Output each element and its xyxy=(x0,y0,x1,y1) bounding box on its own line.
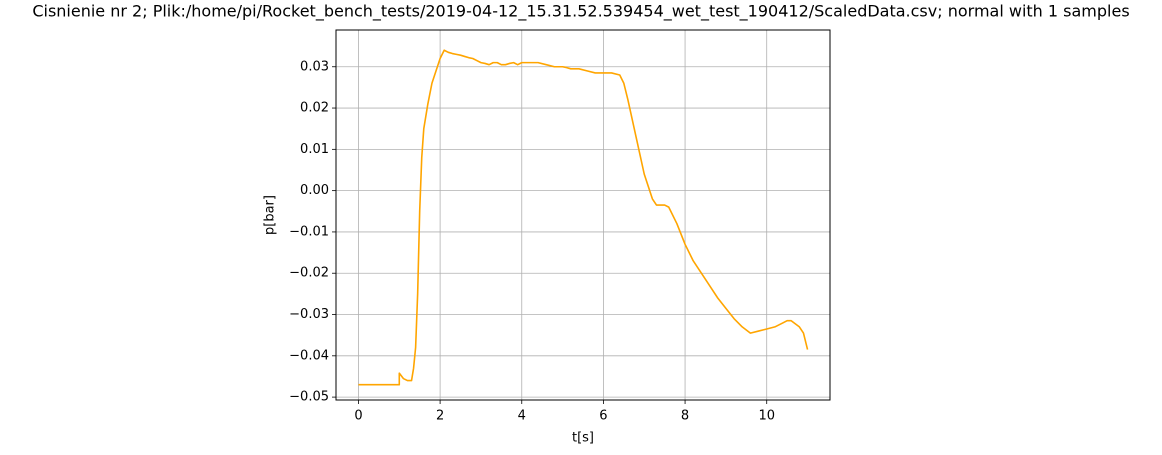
axes-frame xyxy=(335,29,831,401)
x-tick-label: 2 xyxy=(436,409,444,424)
chart-title: Cisnienie nr 2; Plik:/home/pi/Rocket_ben… xyxy=(32,2,1129,22)
x-tick-label: 6 xyxy=(599,409,607,424)
y-tick-label: −0.02 xyxy=(289,266,329,281)
x-tick-label: 4 xyxy=(518,409,526,424)
y-tick-label: −0.05 xyxy=(289,390,329,405)
x-tick-label: 8 xyxy=(681,409,689,424)
x-tick-label: 10 xyxy=(758,409,775,424)
x-axis-label: t[s] xyxy=(572,431,594,446)
y-tick-label: 0.00 xyxy=(300,183,329,198)
y-axis-label: p[bar] xyxy=(263,195,278,235)
y-tick-label: 0.02 xyxy=(300,101,329,116)
plot-area: 0 2 4 6 8 10 −0.05 −0.04 −0.03 −0.02 −0.01 0.00 0.01… xyxy=(289,30,830,424)
y-tick-label: 0.03 xyxy=(300,59,329,74)
y-tick-label: −0.03 xyxy=(289,307,329,322)
x-tick-label: 0 xyxy=(354,409,362,424)
y-tick-label: −0.04 xyxy=(289,348,329,363)
y-tick-label: 0.01 xyxy=(300,142,329,157)
y-tick-label: −0.01 xyxy=(289,224,329,239)
data-line xyxy=(358,49,809,386)
